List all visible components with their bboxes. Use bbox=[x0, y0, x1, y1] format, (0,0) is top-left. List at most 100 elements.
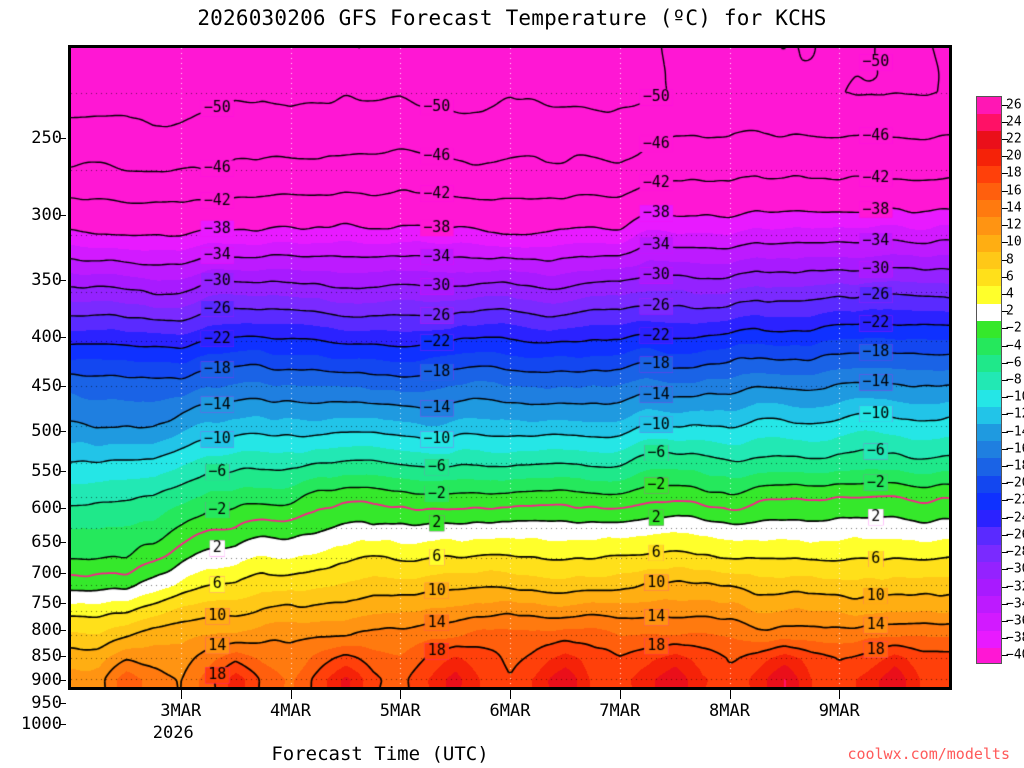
colorbar-swatch bbox=[977, 510, 1001, 528]
colorbar-label: −22 bbox=[1006, 492, 1024, 508]
y-tick-mark bbox=[60, 655, 66, 657]
colorbar-swatch bbox=[977, 561, 1001, 580]
colorbar-tick bbox=[1002, 517, 1008, 519]
y-tick-mark bbox=[60, 679, 66, 681]
y-tick-label: 600 bbox=[31, 498, 62, 519]
colorbar-tick bbox=[1002, 345, 1008, 347]
colorbar-swatch bbox=[977, 441, 1001, 460]
colorbar-label: 24 bbox=[1006, 114, 1022, 130]
colorbar-tick bbox=[1002, 242, 1008, 244]
colorbar-tick bbox=[1002, 466, 1008, 468]
y-tick-label: 350 bbox=[31, 270, 62, 291]
x-tick-mark bbox=[729, 690, 731, 699]
colorbar-label: −24 bbox=[1006, 510, 1024, 526]
colorbar-swatch bbox=[977, 183, 1001, 201]
colorbar-tick bbox=[1002, 207, 1008, 209]
y-tick-mark bbox=[60, 386, 66, 388]
colorbar-label: 16 bbox=[1006, 183, 1022, 199]
colorbar-tick bbox=[1002, 362, 1008, 364]
colorbar-tick bbox=[1002, 156, 1008, 158]
colorbar-tick bbox=[1002, 276, 1008, 278]
colorbar-tick bbox=[1002, 311, 1008, 313]
y-tick-label: 450 bbox=[31, 376, 62, 397]
colorbar-label: 8 bbox=[1006, 252, 1014, 267]
colorbar-label: −8 bbox=[1006, 372, 1022, 388]
colorbar-label: −36 bbox=[1006, 613, 1024, 629]
x-axis-year: 2026 bbox=[152, 723, 194, 743]
colorbar-swatch bbox=[977, 630, 1001, 649]
colorbar-tick bbox=[1002, 121, 1008, 123]
colorbar-swatch bbox=[977, 647, 1001, 663]
x-tick-mark bbox=[510, 690, 511, 699]
colorbar-label: −26 bbox=[1006, 527, 1024, 543]
y-tick-mark bbox=[60, 542, 66, 544]
colorbar-swatch bbox=[977, 578, 1001, 597]
colorbar-tick bbox=[1002, 328, 1008, 330]
colorbar-tick bbox=[1002, 534, 1008, 536]
colorbar-swatch bbox=[977, 355, 1001, 373]
y-tick-label: 950 bbox=[31, 692, 62, 713]
colorbar-tick bbox=[1002, 225, 1008, 227]
colorbar-label: 4 bbox=[1006, 286, 1014, 302]
colorbar-label: 22 bbox=[1006, 131, 1022, 147]
x-tick-label: 8MAR bbox=[709, 701, 750, 721]
x-tick-label: 6MAR bbox=[489, 701, 531, 721]
x-tick-label: 4MAR bbox=[270, 701, 311, 721]
y-tick-label: 700 bbox=[31, 563, 62, 584]
temperature-cross-section bbox=[71, 48, 949, 687]
colorbar-tick bbox=[1002, 431, 1008, 433]
colorbar-tick bbox=[1002, 139, 1008, 141]
x-tick-mark bbox=[839, 690, 841, 699]
colorbar-tick bbox=[1002, 500, 1008, 502]
colorbar-label: 18 bbox=[1006, 165, 1022, 181]
colorbar-tick bbox=[1002, 448, 1008, 450]
colorbar-label: 10 bbox=[1006, 234, 1022, 250]
y-tick-label: 400 bbox=[31, 326, 62, 347]
colorbar-label: −10 bbox=[1006, 389, 1024, 405]
y-tick-mark bbox=[60, 573, 66, 575]
x-tick-mark bbox=[619, 690, 621, 699]
colorbar-label: −14 bbox=[1006, 424, 1024, 440]
colorbar-label: −32 bbox=[1006, 579, 1024, 595]
colorbar-tick bbox=[1002, 414, 1008, 416]
colorbar-label: 26 bbox=[1006, 97, 1022, 113]
colorbar bbox=[976, 96, 1002, 664]
colorbar-tick bbox=[1002, 259, 1008, 261]
x-tick-label: 5MAR bbox=[379, 701, 421, 721]
colorbar-tick bbox=[1002, 104, 1008, 106]
x-tick-label: 3MAR bbox=[160, 701, 202, 721]
colorbar-label: −2 bbox=[1006, 320, 1022, 336]
colorbar-label: −40 bbox=[1006, 647, 1024, 663]
colorbar-swatch bbox=[977, 320, 1001, 339]
x-axis-title: Forecast Time (UTC) bbox=[271, 743, 489, 765]
y-tick-label: 900 bbox=[31, 669, 62, 690]
colorbar-swatch bbox=[977, 200, 1001, 219]
y-tick-mark bbox=[60, 602, 66, 604]
y-tick-mark bbox=[60, 137, 66, 139]
colorbar-tick bbox=[1002, 638, 1008, 640]
y-tick-mark bbox=[60, 702, 66, 704]
colorbar-swatch bbox=[977, 269, 1001, 287]
y-tick-mark bbox=[60, 629, 66, 631]
colorbar-tick bbox=[1002, 293, 1008, 295]
colorbar-label: −38 bbox=[1006, 630, 1024, 646]
colorbar-swatch bbox=[977, 114, 1001, 132]
colorbar-swatch bbox=[977, 97, 1001, 115]
colorbar-tick bbox=[1002, 586, 1008, 588]
y-tick-mark bbox=[60, 214, 66, 216]
colorbar-label: 20 bbox=[1006, 148, 1022, 164]
y-tick-label: 250 bbox=[31, 127, 62, 148]
y-tick-label: 750 bbox=[31, 592, 62, 613]
colorbar-label: 2 bbox=[1006, 303, 1014, 319]
y-tick-label: 850 bbox=[31, 645, 62, 666]
colorbar-swatch bbox=[977, 527, 1001, 546]
colorbar-label: −6 bbox=[1006, 355, 1022, 371]
y-tick-mark bbox=[60, 431, 66, 433]
x-tick-mark bbox=[400, 690, 402, 699]
colorbar-swatch bbox=[977, 596, 1001, 614]
x-axis: 3MAR 2026 4MAR 5MAR 6MAR 7MAR 8MAR 9MAR bbox=[68, 690, 952, 750]
colorbar-tick bbox=[1002, 380, 1008, 381]
y-tick-label: 500 bbox=[31, 421, 62, 442]
colorbar-label: −18 bbox=[1006, 458, 1024, 474]
